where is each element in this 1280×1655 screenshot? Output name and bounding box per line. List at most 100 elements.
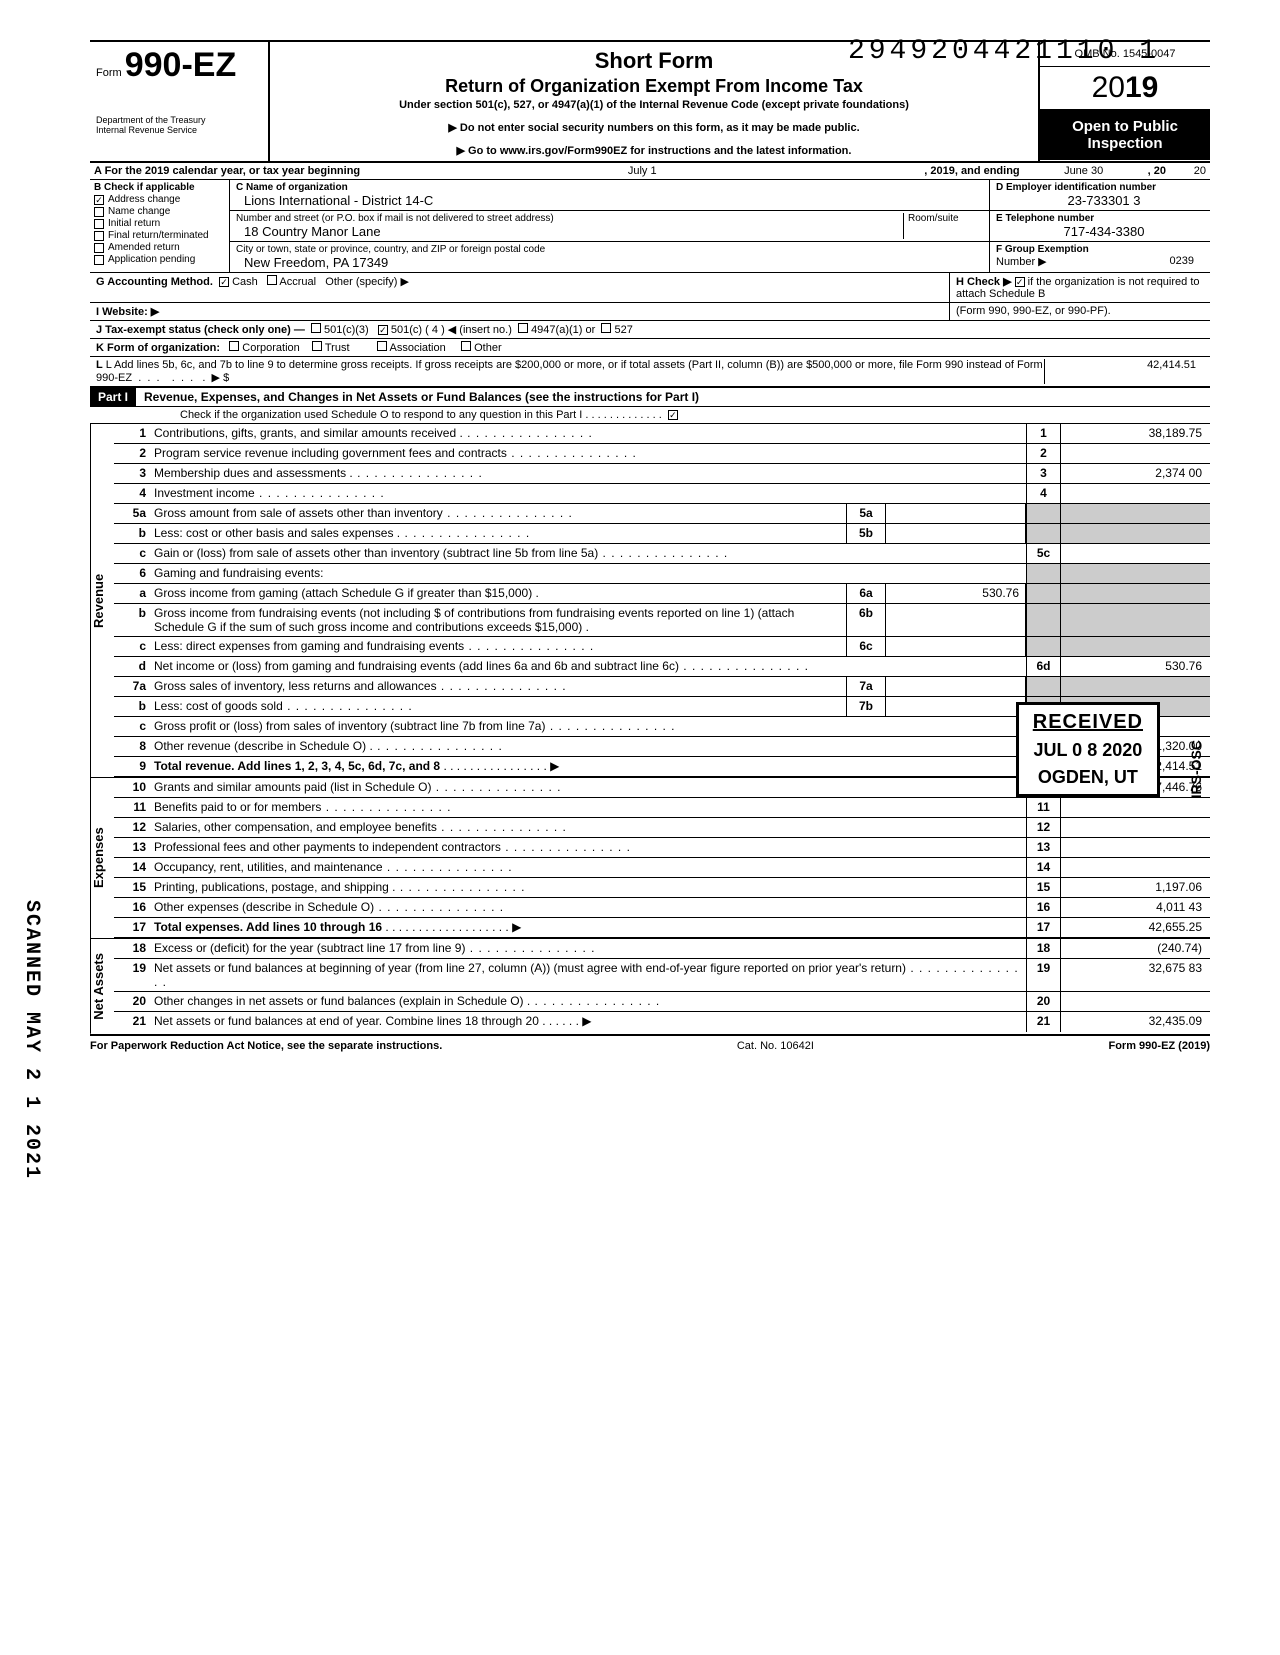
- chk-trust[interactable]: [312, 341, 322, 351]
- chk-amended-return[interactable]: Amended return: [94, 242, 225, 253]
- ln: 14: [114, 858, 150, 877]
- name-label: C Name of organization: [236, 182, 348, 193]
- chk-501c[interactable]: ✓: [378, 325, 388, 335]
- ln: c: [114, 544, 150, 563]
- ld-21: Net assets or fund balances at end of ye…: [150, 1012, 1026, 1032]
- footer-mid: Cat. No. 10642I: [737, 1040, 814, 1052]
- chk-accrual[interactable]: [267, 275, 277, 285]
- city-label: City or town, state or province, country…: [236, 244, 983, 255]
- ra: [1060, 444, 1210, 463]
- ln: 7a: [114, 677, 150, 696]
- g-other: Other (specify) ▶: [325, 276, 409, 288]
- ln: b: [114, 697, 150, 716]
- ra-shade: [1060, 604, 1210, 636]
- rn: 2: [1026, 444, 1060, 463]
- rn: 6d: [1026, 657, 1060, 676]
- chk-final-return[interactable]: Final return/terminated: [94, 230, 225, 241]
- g-label: G Accounting Method.: [96, 276, 213, 288]
- chk-4947[interactable]: [518, 323, 528, 333]
- sn: 6a: [846, 584, 886, 603]
- open-inspection: Open to Public Inspection: [1040, 110, 1210, 160]
- ln: 9: [114, 757, 150, 776]
- ln: 11: [114, 798, 150, 817]
- chk-527[interactable]: [601, 323, 611, 333]
- chk-other[interactable]: [461, 341, 471, 351]
- g-accrual: Accrual: [279, 276, 316, 288]
- rn: 12: [1026, 818, 1060, 837]
- dept: Department of the Treasury Internal Reve…: [96, 115, 262, 135]
- chk-address-change[interactable]: ✓Address change: [94, 194, 225, 205]
- arrow: ▶: [582, 1014, 591, 1028]
- ra-shade: [1060, 504, 1210, 523]
- sn: 5b: [846, 524, 886, 543]
- ld: Less: direct expenses from gaming and fu…: [150, 637, 846, 656]
- ln: 16: [114, 898, 150, 917]
- org-address: 18 Country Manor Lane: [236, 224, 903, 239]
- l-text: L Add lines 5b, 6c, and 7b to line 9 to …: [96, 359, 1043, 384]
- l-arrow: ▶ $: [212, 372, 230, 384]
- tax-year: 2019: [1040, 67, 1210, 110]
- line-a-label: A For the 2019 calendar year, or tax yea…: [94, 165, 360, 177]
- sn: 7b: [846, 697, 886, 716]
- rn: 5c: [1026, 544, 1060, 563]
- rn: 1: [1026, 424, 1060, 443]
- chk-initial-return[interactable]: Initial return: [94, 218, 225, 229]
- chk-501c3[interactable]: [311, 323, 321, 333]
- j-a1: 4947(a)(1) or: [531, 324, 595, 336]
- part1-title: Revenue, Expenses, and Changes in Net As…: [136, 388, 707, 406]
- sa: [886, 697, 1026, 716]
- ln: b: [114, 524, 150, 543]
- rn: 18: [1026, 939, 1060, 958]
- rn: 20: [1026, 992, 1060, 1011]
- arrow: ▶: [512, 920, 521, 934]
- rn: 3: [1026, 464, 1060, 483]
- line-a: A For the 2019 calendar year, or tax yea…: [90, 163, 1210, 180]
- org-city: New Freedom, PA 17349: [236, 255, 983, 270]
- g-cash: Cash: [232, 276, 258, 288]
- footer: For Paperwork Reduction Act Notice, see …: [90, 1036, 1210, 1052]
- open-2: Inspection: [1044, 135, 1206, 152]
- chk-name-change[interactable]: Name change: [94, 206, 225, 217]
- sa: [886, 504, 1026, 523]
- part1-label: Part I: [90, 388, 136, 406]
- line-a-yr: 20: [1170, 163, 1210, 179]
- ln: 17: [114, 918, 150, 937]
- chk-label: Initial return: [108, 218, 160, 229]
- received-stamp: RECEIVED JUL 0 8 2020 OGDEN, UT: [1016, 702, 1160, 797]
- j-c: 501(c) (: [391, 324, 429, 336]
- sn: 6b: [846, 604, 886, 636]
- ln: 5a: [114, 504, 150, 523]
- title-return: Return of Organization Exempt From Incom…: [278, 76, 1030, 97]
- arrow: ▶: [550, 759, 559, 773]
- dept-2: Internal Revenue Service: [96, 125, 262, 135]
- ln: a: [114, 584, 150, 603]
- ra: (240.74): [1060, 939, 1210, 958]
- chk-label: Address change: [108, 194, 180, 205]
- ra: [1060, 818, 1210, 837]
- chk-cash[interactable]: ✓: [219, 277, 229, 287]
- line-a-mid: , 2019, and ending: [924, 165, 1019, 177]
- chk-corp[interactable]: [229, 341, 239, 351]
- rn-shade: [1026, 677, 1060, 696]
- i-label: I Website: ▶: [96, 306, 159, 318]
- ld: Gross profit or (loss) from sales of inv…: [150, 717, 1026, 736]
- room-label: Room/suite: [908, 213, 983, 224]
- block-bcdef: B Check if applicable ✓Address change Na…: [90, 180, 1210, 273]
- chk-assoc[interactable]: [377, 341, 387, 351]
- col-c: C Name of organization Lions Internation…: [230, 180, 990, 272]
- k-trust: Trust: [325, 342, 350, 354]
- sn: 7a: [846, 677, 886, 696]
- ln: 8: [114, 737, 150, 756]
- rn: 11: [1026, 798, 1060, 817]
- chk-h[interactable]: ✓: [1015, 277, 1025, 287]
- line-a-yrpre: , 20: [1148, 165, 1166, 177]
- col-d: D Employer identification number 23-7333…: [990, 180, 1210, 272]
- sa: [886, 524, 1026, 543]
- chk-schedule-o[interactable]: ✓: [668, 410, 678, 420]
- sn: 5a: [846, 504, 886, 523]
- ln: 21: [114, 1012, 150, 1032]
- side-netassets: Net Assets: [90, 939, 114, 1034]
- ra-shade: [1060, 677, 1210, 696]
- chk-application-pending[interactable]: Application pending: [94, 254, 225, 265]
- j-label: J Tax-exempt status (check only one) —: [96, 324, 305, 336]
